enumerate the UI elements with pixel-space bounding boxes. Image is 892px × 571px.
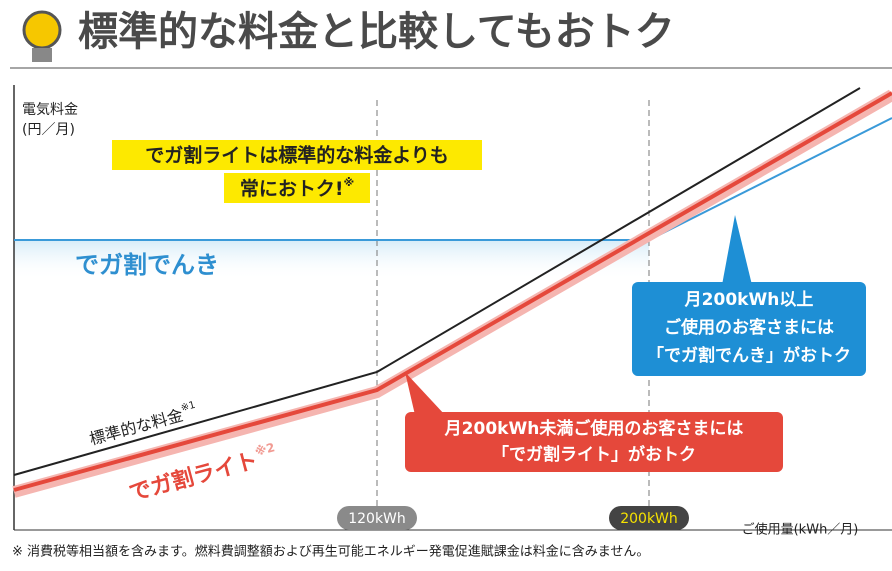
- blue-box: [632, 282, 866, 376]
- x-tick-label: 200kWh: [620, 511, 678, 527]
- x-label: ご使用量(kWh／月): [742, 522, 859, 538]
- box-text: 「でガ割でんき」がおトク: [647, 345, 851, 366]
- pointer: [405, 372, 445, 415]
- footnote: ※ 消費税等相当額を含みます。燃料費調整額および再生可能エネルギー発電促進賦課金…: [12, 544, 649, 560]
- tick-pill: [337, 506, 417, 530]
- bulb-icon: [22, 10, 62, 62]
- standard-label: 標準的な料金: [87, 405, 185, 448]
- callout-text: でガ割ライトは標準的な料金よりも: [145, 144, 449, 167]
- pointer: [722, 215, 752, 285]
- title: 標準的な料金と比較してもおトク: [78, 9, 675, 55]
- box-text: 「でガ割ライト」がおトク: [492, 444, 696, 465]
- box-text: 月200kWh未満ご使用のお客さまには: [444, 418, 744, 439]
- callout-text: 常におトク!※: [240, 176, 354, 200]
- note-mark: ※: [343, 176, 354, 189]
- x-tick-label: 120kWh: [348, 511, 406, 527]
- note-mark: ※1: [180, 400, 197, 414]
- y-label: 電気料金: [22, 102, 78, 118]
- note-mark: ※2: [253, 440, 276, 459]
- denki-label: でガ割でんき: [75, 251, 219, 279]
- y-label: (円／月): [22, 122, 75, 138]
- highlight: [224, 173, 370, 203]
- box-text: 月200kWh以上: [684, 290, 814, 310]
- box-text: ご使用のお客さまには: [664, 317, 834, 338]
- red-box: [405, 412, 783, 472]
- tick-pill: [609, 506, 689, 530]
- denki-line: [14, 117, 892, 241]
- callout-text: 常におトク!: [240, 177, 344, 200]
- highlight: [112, 140, 482, 170]
- light-line: [13, 91, 892, 492]
- standard-line: [13, 87, 861, 476]
